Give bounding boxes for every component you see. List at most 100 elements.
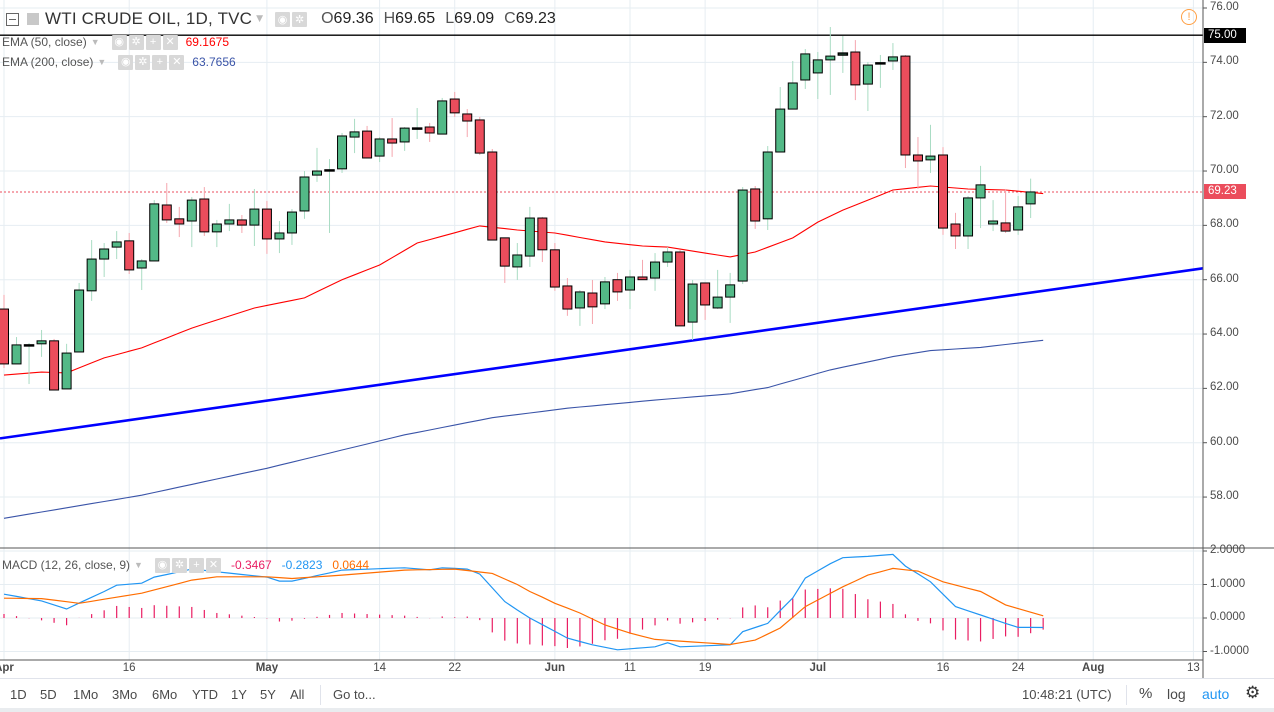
time-axis-label: 11 (624, 662, 636, 674)
candle-body (74, 289, 85, 353)
candle (862, 62, 873, 111)
candle (912, 137, 923, 189)
time-axis-label: Jul (809, 662, 827, 674)
eye-icon[interactable]: ◉ (154, 557, 170, 573)
candle (800, 49, 811, 89)
eye-icon[interactable]: ◉ (111, 34, 127, 50)
gear-icon[interactable]: ✲ (292, 11, 308, 27)
candle (750, 185, 761, 229)
time-axis-label: May (255, 662, 279, 674)
candle-body (111, 241, 122, 248)
trendline-layer (0, 34, 1204, 440)
collapse-icon[interactable] (6, 12, 19, 26)
chevron-down-icon[interactable]: ▼ (97, 57, 107, 67)
gear-icon[interactable]: ✲ (128, 34, 144, 50)
log-toggle[interactable]: log (1167, 686, 1186, 702)
chevron-down-icon[interactable]: ▼ (256, 14, 264, 24)
candle (161, 182, 172, 223)
candle-body (925, 155, 936, 161)
plus-icon[interactable]: + (145, 34, 161, 50)
candle (875, 55, 886, 88)
settings-icon[interactable]: ⚙ (1245, 683, 1261, 702)
candle-body (825, 55, 836, 61)
candle-body (775, 108, 786, 153)
candle-body (224, 219, 235, 225)
candle-body (900, 55, 911, 156)
candle (399, 127, 410, 151)
plus-icon[interactable]: + (152, 54, 168, 70)
eye-icon[interactable]: ◉ (118, 54, 134, 70)
candle-body (837, 52, 849, 56)
symbol-title[interactable]: WTI CRUDE OIL, 1D, TVC (45, 9, 253, 28)
ema50-label[interactable]: EMA (50, close) (2, 35, 87, 49)
plus-icon[interactable]: + (188, 557, 204, 573)
price-axis-label: 64.00 (1210, 327, 1239, 340)
candle-body (462, 113, 473, 122)
range-button-6mo[interactable]: 6Mo (152, 687, 178, 702)
auto-toggle[interactable]: auto (1202, 686, 1230, 702)
candle (1025, 178, 1036, 219)
candle-body (374, 138, 385, 157)
close-icon[interactable]: ✕ (205, 557, 221, 573)
candle-body (286, 211, 297, 234)
range-button-5y[interactable]: 5Y (260, 687, 276, 702)
candle (312, 147, 322, 182)
time-axis-label: Jun (544, 662, 566, 674)
range-button-1mo[interactable]: 1Mo (73, 687, 99, 702)
time-axis-label: 24 (1011, 662, 1025, 674)
goto-button[interactable]: Go to... (333, 687, 376, 702)
range-button-all[interactable]: All (290, 687, 305, 702)
percent-toggle[interactable]: % (1139, 685, 1153, 702)
candle-body (737, 189, 748, 282)
candle (362, 125, 373, 159)
candle (925, 124, 936, 173)
clock-time[interactable]: 10:48:21 (UTC) (1022, 687, 1112, 702)
candle-body (86, 258, 97, 292)
candle (825, 27, 836, 95)
range-button-1y[interactable]: 1Y (231, 687, 247, 702)
candle-body (587, 292, 598, 308)
time-axis-label: 22 (448, 662, 462, 674)
ema200-label[interactable]: EMA (200, close) (2, 55, 94, 69)
divider (320, 685, 321, 705)
candle (86, 240, 97, 301)
candle (199, 187, 210, 236)
candle (762, 146, 773, 230)
eye-icon[interactable]: ◉ (275, 11, 291, 27)
candle-body (199, 198, 210, 233)
range-button-ytd[interactable]: YTD (192, 687, 218, 702)
range-button-3mo[interactable]: 3Mo (112, 687, 138, 702)
chevron-down-icon[interactable]: ▼ (134, 560, 143, 570)
candle (449, 91, 460, 117)
symbol-icon (27, 13, 39, 25)
candle (23, 343, 35, 385)
candle (900, 55, 911, 169)
candle-body (650, 261, 661, 279)
signal-line (3, 567, 1044, 646)
candle (975, 165, 986, 229)
close-icon[interactable]: ✕ (169, 54, 185, 70)
candle (775, 87, 786, 153)
chart-frame (0, 0, 1274, 678)
candle-body (474, 119, 485, 154)
ema50-line (3, 185, 1044, 376)
gear-icon[interactable]: ✲ (135, 54, 151, 70)
ohlc-close: C69.23 (504, 10, 556, 27)
candle-body (411, 127, 423, 130)
candle-body (912, 154, 923, 162)
candle (49, 338, 60, 391)
ema50-legend: EMA (50, close) ▼ ◉ ✲ + ✕ 69.1675 (2, 34, 229, 50)
close-icon[interactable]: ✕ (162, 34, 178, 50)
candle-body (549, 249, 560, 288)
gear-icon[interactable]: ✲ (171, 557, 187, 573)
candle-body (161, 204, 172, 221)
macd-label[interactable]: MACD (12, 26, close, 9) (2, 558, 131, 572)
range-button-5d[interactable]: 5D (40, 687, 57, 702)
alert-icon[interactable]: ! (1181, 9, 1197, 25)
candle-body (387, 138, 398, 144)
range-button-1d[interactable]: 1D (10, 687, 27, 702)
chevron-down-icon[interactable]: ▼ (90, 37, 100, 47)
candle (988, 200, 999, 232)
candle (650, 253, 661, 291)
